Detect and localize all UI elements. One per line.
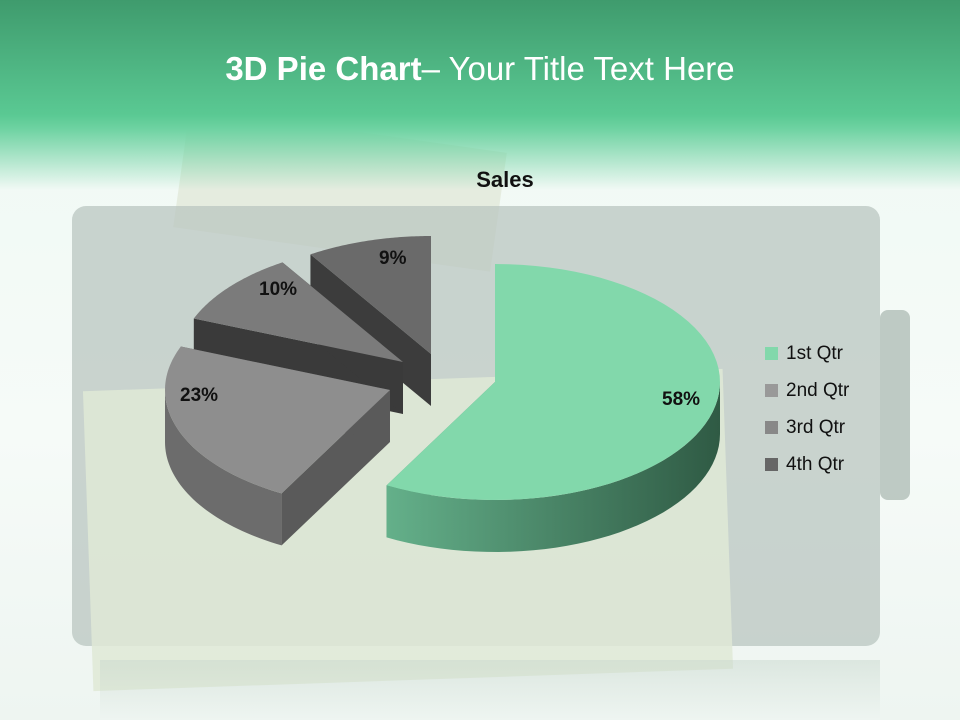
pie-slice-top <box>165 346 390 494</box>
pie-slice-top <box>193 262 403 362</box>
pie-slice-1st-qtr <box>386 264 720 552</box>
slide-title-rest: – Your Title Text Here <box>421 50 735 87</box>
legend-swatch <box>765 347 778 360</box>
chart-legend: 1st Qtr 2nd Qtr 3rd Qtr 4th Qtr <box>765 335 849 483</box>
pie-slice-top <box>310 236 431 354</box>
legend-item-3rd-qtr: 3rd Qtr <box>765 409 849 446</box>
pie-slice-side <box>165 390 282 546</box>
chart-title: Sales <box>476 167 534 192</box>
data-label-1st-qtr: 58% <box>662 389 701 410</box>
slide-title-bold: 3D Pie Chart <box>225 50 422 87</box>
legend-item-4th-qtr: 4th Qtr <box>765 446 849 483</box>
pie-slice-top <box>386 264 720 500</box>
legend-label: 3rd Qtr <box>786 416 846 438</box>
header-band <box>0 0 960 190</box>
legend-label: 1st Qtr <box>786 342 844 364</box>
legend-item-1st-qtr: 1st Qtr <box>765 335 849 372</box>
legend-swatch <box>765 458 778 471</box>
data-label-4th-qtr: 9% <box>379 248 407 269</box>
legend-item-2nd-qtr: 2nd Qtr <box>765 372 849 409</box>
pie-slice-2nd-qtr <box>165 346 390 546</box>
data-label-3rd-qtr: 10% <box>259 279 298 300</box>
background-reflection <box>100 660 880 720</box>
slide-title: 3D Pie Chart– Your Title Text Here <box>0 50 960 88</box>
legend-label: 2nd Qtr <box>786 379 850 401</box>
legend-label: 4th Qtr <box>786 453 845 475</box>
pie-slice-side <box>386 382 720 552</box>
legend-swatch <box>765 421 778 434</box>
legend-swatch <box>765 384 778 397</box>
background-wallet-clasp <box>880 310 910 500</box>
data-label-2nd-qtr: 23% <box>180 385 219 406</box>
